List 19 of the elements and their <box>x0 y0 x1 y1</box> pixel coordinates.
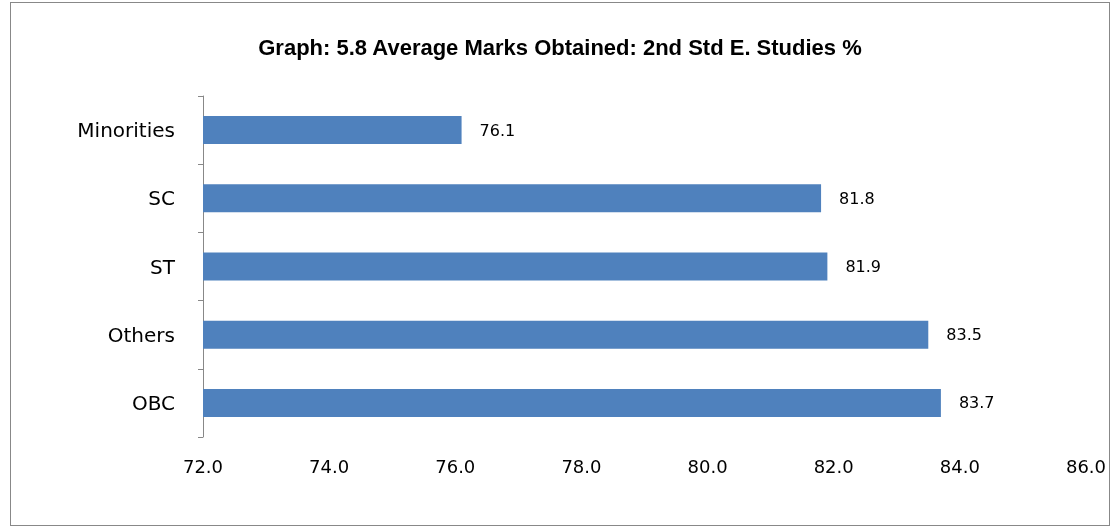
data-label: 81.9 <box>845 257 881 276</box>
x-tick-label: 82.0 <box>813 455 854 477</box>
y-tick-label: Others <box>107 322 175 347</box>
x-tick-label: 72.0 <box>182 455 224 477</box>
x-tick-label: 74.0 <box>309 455 350 477</box>
data-label: 83.7 <box>958 393 995 413</box>
data-label: 76.1 <box>479 120 516 140</box>
x-tick-label: 78.0 <box>561 455 602 477</box>
y-tick-label: ST <box>150 254 176 279</box>
x-tick-label: 84.0 <box>939 455 980 477</box>
y-tick-label: OBC <box>131 390 175 415</box>
x-tick-label: 80.0 <box>687 455 728 477</box>
chart-title: Graph: 5.8 Average Marks Obtained: 2nd Std E. Studies % <box>258 34 862 60</box>
data-label: 83.5 <box>946 325 982 345</box>
x-tick-label: 76.0 <box>435 455 476 477</box>
x-tick-label: 86.0 <box>1065 455 1106 477</box>
data-label: 81.8 <box>839 188 875 208</box>
y-tick-label: Minorities <box>77 118 175 143</box>
y-tick-label: SC <box>148 186 175 211</box>
